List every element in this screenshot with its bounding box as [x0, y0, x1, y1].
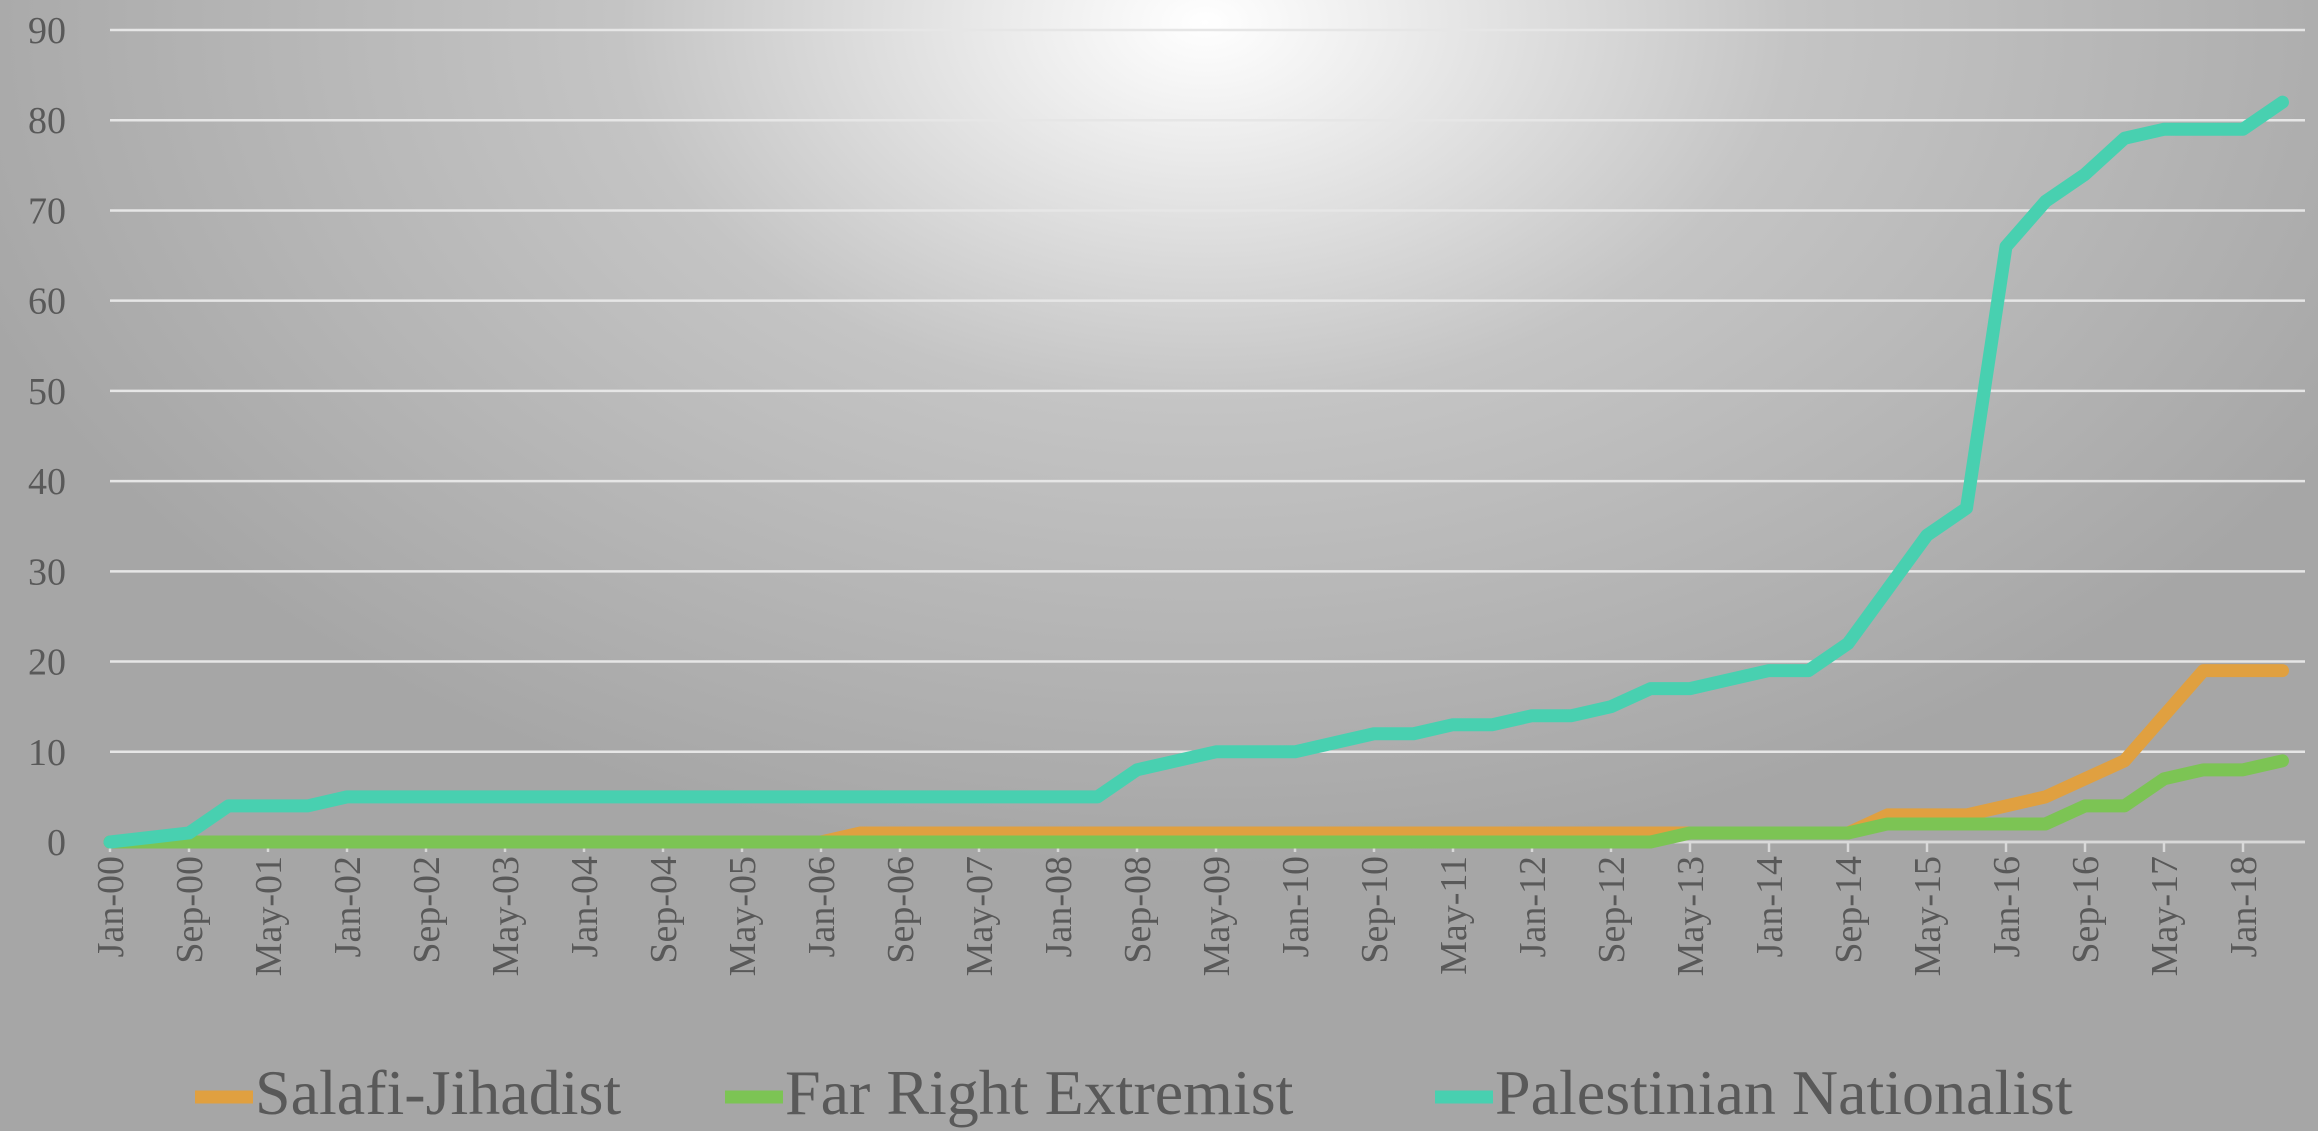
x-tick-label: May-09: [1196, 856, 1238, 976]
x-tick-label: Jan-02: [327, 856, 369, 957]
series-line: [103, 95, 2289, 849]
y-tick-label: 0: [47, 822, 66, 864]
y-tick-label: 10: [28, 732, 66, 774]
x-tick-label: Jan-06: [801, 856, 843, 957]
y-tick-label: 30: [28, 551, 66, 593]
x-tick-label: Sep-14: [1828, 856, 1870, 964]
y-tick-label: 70: [28, 190, 66, 232]
x-tick-label: Sep-00: [169, 856, 211, 964]
y-tick-label: 20: [28, 642, 66, 684]
legend-label: Palestinian Nationalist: [1495, 1057, 2073, 1128]
y-tick-label: 80: [28, 100, 66, 142]
x-tick-label: May-11: [1433, 856, 1475, 975]
x-tick-label: Sep-16: [2065, 856, 2107, 964]
x-tick-label: Jan-10: [1275, 856, 1317, 957]
x-tick-label: Jan-12: [1512, 856, 1554, 957]
y-tick-label: 90: [28, 10, 66, 52]
y-tick-label: 60: [28, 281, 66, 323]
x-tick-label: May-01: [248, 856, 290, 976]
x-tick-label: May-15: [1907, 856, 1949, 976]
series-line: [103, 754, 2289, 849]
x-tick-label: Sep-02: [406, 856, 448, 964]
x-tick-label: Sep-04: [643, 856, 685, 964]
x-tick-label: May-07: [959, 856, 1001, 976]
x-tick-label: Jan-14: [1749, 856, 1791, 957]
x-tick-label: Jan-00: [90, 856, 132, 957]
y-tick-label: 50: [28, 371, 66, 413]
x-tick-label: Sep-06: [880, 856, 922, 964]
x-tick-label: Jan-16: [1986, 856, 2028, 957]
x-tick-label: Sep-12: [1591, 856, 1633, 964]
x-tick-label: May-05: [722, 856, 764, 976]
x-tick-label: Jan-18: [2223, 856, 2265, 957]
x-tick-label: Jan-08: [1038, 856, 1080, 957]
x-tick-label: Jan-04: [564, 856, 606, 957]
legend-label: Far Right Extremist: [785, 1057, 1294, 1128]
y-tick-label: 40: [28, 461, 66, 503]
x-tick-label: Sep-08: [1117, 856, 1159, 964]
x-tick-label: May-03: [485, 856, 527, 976]
x-tick-label: May-17: [2144, 856, 2186, 976]
x-tick-label: May-13: [1670, 856, 1712, 976]
legend-label: Salafi-Jihadist: [255, 1057, 621, 1128]
x-tick-label: Sep-10: [1354, 856, 1396, 964]
